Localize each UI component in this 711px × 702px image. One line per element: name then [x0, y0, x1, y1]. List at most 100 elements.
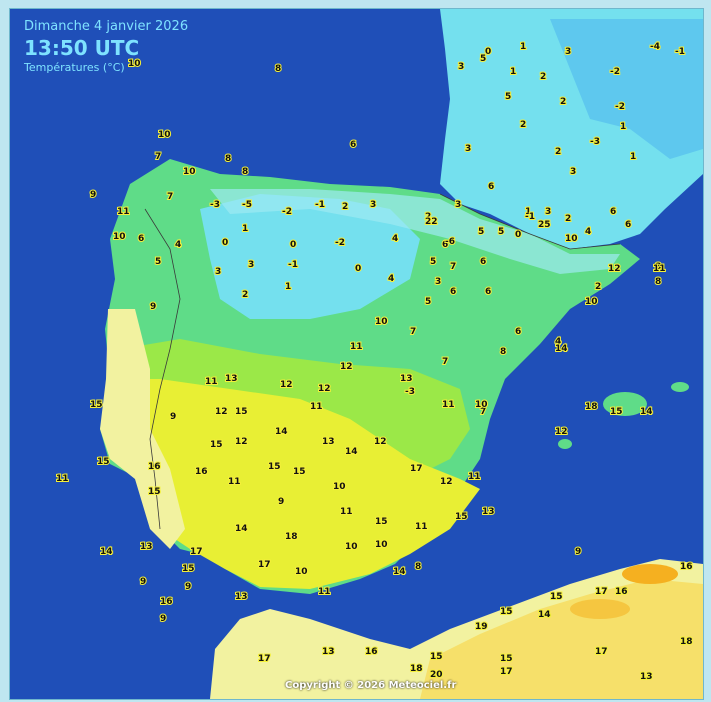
- station-reading: 16: [195, 467, 208, 477]
- station-reading: 5: [430, 257, 436, 267]
- station-reading: 2: [342, 202, 348, 212]
- station-reading: 2: [520, 120, 526, 130]
- station-reading: 12: [280, 380, 293, 390]
- station-reading: 14: [538, 610, 551, 620]
- station-reading: 10: [475, 400, 488, 410]
- station-reading: -5: [242, 200, 252, 210]
- station-reading: 15: [182, 564, 195, 574]
- station-reading: 12: [608, 264, 621, 274]
- station-reading: 0: [222, 238, 228, 248]
- station-reading: 10: [295, 567, 308, 577]
- station-reading: -3: [210, 200, 220, 210]
- station-reading: 8: [225, 154, 231, 164]
- station-reading: 4: [392, 234, 398, 244]
- station-reading: 10: [158, 130, 171, 140]
- station-reading: 10: [345, 542, 358, 552]
- southern-warm-area: [102, 379, 480, 589]
- station-reading: 10: [565, 234, 578, 244]
- station-reading: 15: [430, 652, 443, 662]
- station-reading: 8: [242, 167, 248, 177]
- station-reading: 11: [56, 474, 69, 484]
- station-reading: 3: [370, 200, 376, 210]
- station-reading: 13: [322, 647, 335, 657]
- station-reading: 11: [205, 377, 218, 387]
- station-reading: 12: [235, 437, 248, 447]
- station-reading: 19: [475, 622, 488, 632]
- station-reading: -3: [405, 387, 415, 397]
- station-reading: 6: [610, 207, 616, 217]
- station-reading: 14: [235, 524, 248, 534]
- station-reading: 6: [138, 234, 144, 244]
- weather-map-frame: 10 8 10 7 6 8 8 10 9 11 10 7 6 4 5 3 -3 …: [9, 8, 704, 700]
- station-reading: 15: [97, 457, 110, 467]
- station-reading: 3: [465, 144, 471, 154]
- station-reading: -3: [590, 137, 600, 147]
- station-reading: 9: [140, 577, 146, 587]
- station-reading: -1: [288, 260, 298, 270]
- station-reading: 11: [350, 342, 363, 352]
- temperature-map[interactable]: 10 8 10 7 6 8 8 10 9 11 10 7 6 4 5 3 -3 …: [10, 9, 703, 699]
- station-reading: 6: [515, 327, 521, 337]
- station-reading: 17: [258, 560, 271, 570]
- station-reading: 2: [560, 97, 566, 107]
- station-reading: 16: [680, 562, 693, 572]
- northern-plateau-cold: [200, 194, 420, 319]
- station-reading: 1: [620, 122, 626, 132]
- station-labels: 10 8 10 7 6 8 8 10 9 11 10 7 6 4 5 3 -3 …: [55, 41, 694, 683]
- france-cold-core: [550, 19, 703, 159]
- station-reading: 17: [190, 547, 203, 557]
- station-reading: -2: [335, 238, 345, 248]
- station-reading: 7: [155, 152, 161, 162]
- station-reading: 22: [425, 217, 438, 227]
- station-reading: -2: [610, 67, 620, 77]
- station-reading: 18: [680, 637, 693, 647]
- station-reading: 20: [430, 670, 443, 680]
- station-reading: 3: [435, 277, 441, 287]
- station-reading: 11: [318, 587, 331, 597]
- station-reading: 6: [450, 287, 456, 297]
- station-reading: 3: [458, 62, 464, 72]
- station-reading: 7: [442, 357, 448, 367]
- station-reading: 4: [555, 337, 561, 347]
- station-reading: 14: [100, 547, 113, 557]
- station-reading: 1: [510, 67, 516, 77]
- station-reading: 15: [550, 592, 563, 602]
- station-reading: 2: [540, 72, 546, 82]
- map-date: Dimanche 4 janvier 2026: [24, 19, 189, 34]
- station-reading: 15: [268, 462, 281, 472]
- station-reading: 11: [653, 264, 666, 274]
- station-reading: 7: [410, 327, 416, 337]
- station-reading: 2: [425, 212, 431, 222]
- station-reading: 10: [113, 232, 126, 242]
- station-reading: 5: [478, 227, 484, 237]
- station-reading: -1: [525, 212, 535, 222]
- station-reading: 10: [183, 167, 196, 177]
- copyright-notice: Copyright © 2026 Meteociel.fr: [285, 680, 457, 691]
- station-reading: 13: [322, 437, 335, 447]
- station-reading: 10: [128, 59, 141, 69]
- station-reading: 18: [585, 402, 598, 412]
- station-reading: 16: [365, 647, 378, 657]
- station-reading: 9: [185, 582, 191, 592]
- station-reading: 14: [345, 447, 358, 457]
- station-reading: 17: [595, 587, 608, 597]
- station-reading: -2: [615, 102, 625, 112]
- station-reading: 6: [442, 240, 448, 250]
- station-reading: 14: [555, 344, 568, 354]
- station-reading: 9: [150, 302, 156, 312]
- station-reading: -1: [315, 200, 325, 210]
- station-reading: 5: [480, 54, 486, 64]
- station-reading: 4: [388, 274, 394, 284]
- station-reading: 2: [565, 214, 571, 224]
- hotspot-coast: [570, 599, 630, 619]
- station-reading: 16: [160, 597, 173, 607]
- station-reading: 11: [442, 400, 455, 410]
- station-reading: 7: [167, 192, 173, 202]
- station-reading: 0: [355, 264, 361, 274]
- station-reading: 14: [275, 427, 288, 437]
- station-reading: 17: [595, 647, 608, 657]
- station-reading: 3: [215, 267, 221, 277]
- station-reading: 1: [520, 42, 526, 52]
- station-reading: 1: [525, 207, 531, 217]
- station-reading: 15: [500, 607, 513, 617]
